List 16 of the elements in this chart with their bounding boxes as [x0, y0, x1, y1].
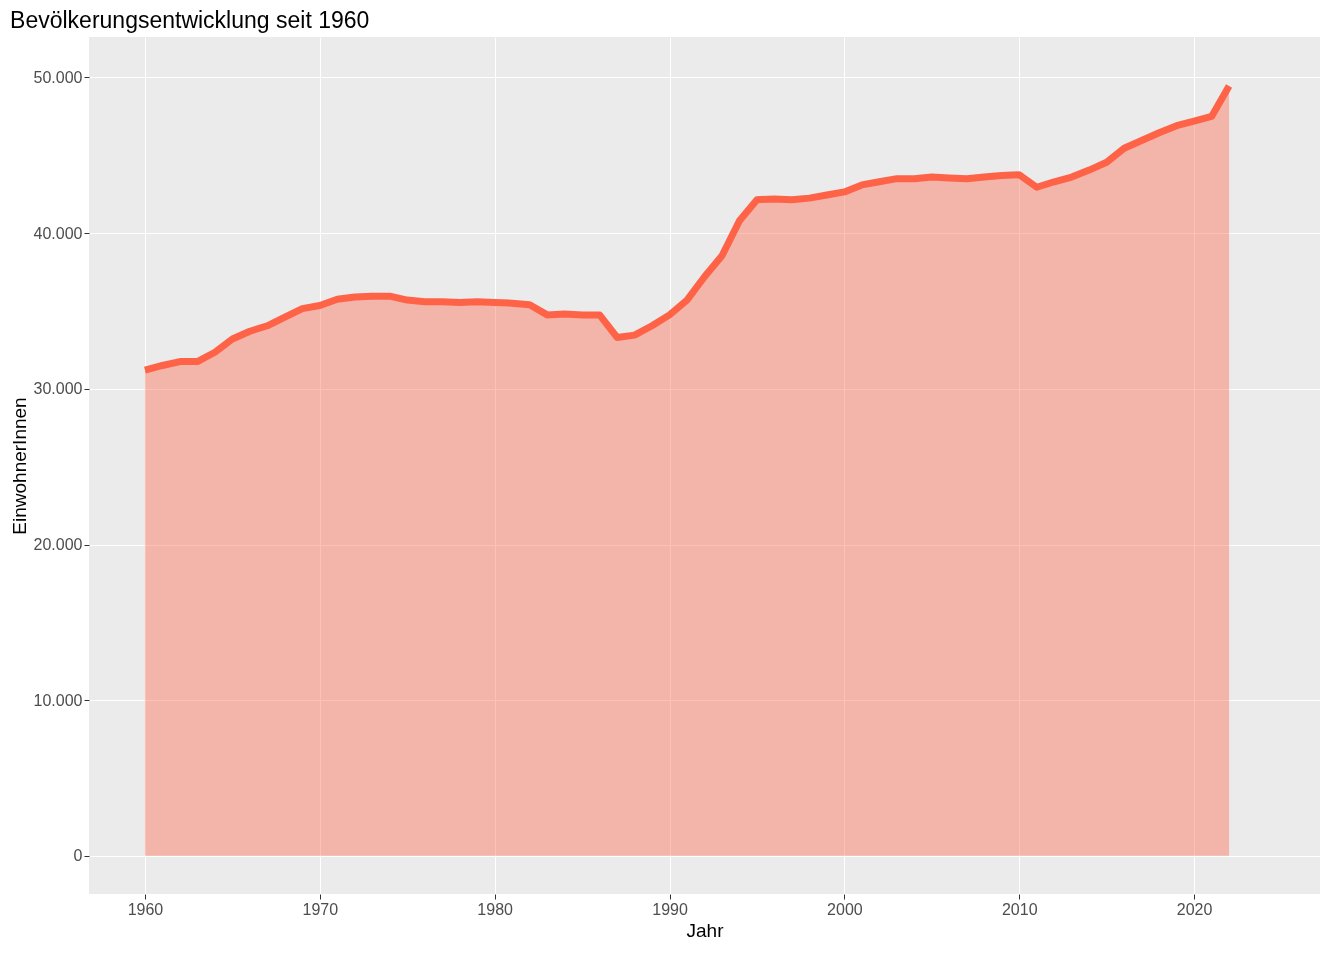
y-tick-label: 50.000: [33, 68, 83, 86]
x-tick-label: 1980: [477, 900, 514, 918]
x-tick-label: 2020: [1176, 900, 1213, 918]
x-axis-title: Jahr: [686, 919, 725, 941]
x-tick-label: 2000: [827, 900, 863, 918]
chart-title: Bevölkerungsentwicklung seit 1960: [10, 7, 370, 33]
x-tick-label: 1990: [652, 900, 688, 918]
x-tick-label: 1970: [302, 900, 339, 918]
x-tick-label: 1960: [127, 900, 164, 918]
y-tick-label: 0: [73, 847, 83, 865]
y-tick-label: 40.000: [33, 224, 83, 242]
y-tick-label: 30.000: [33, 380, 83, 398]
y-tick-label: 20.000: [33, 536, 83, 554]
y-axis-title: EinwohnerInnen: [8, 397, 30, 535]
y-tick-label: 10.000: [33, 691, 83, 709]
x-tick-label: 2010: [1001, 900, 1038, 918]
